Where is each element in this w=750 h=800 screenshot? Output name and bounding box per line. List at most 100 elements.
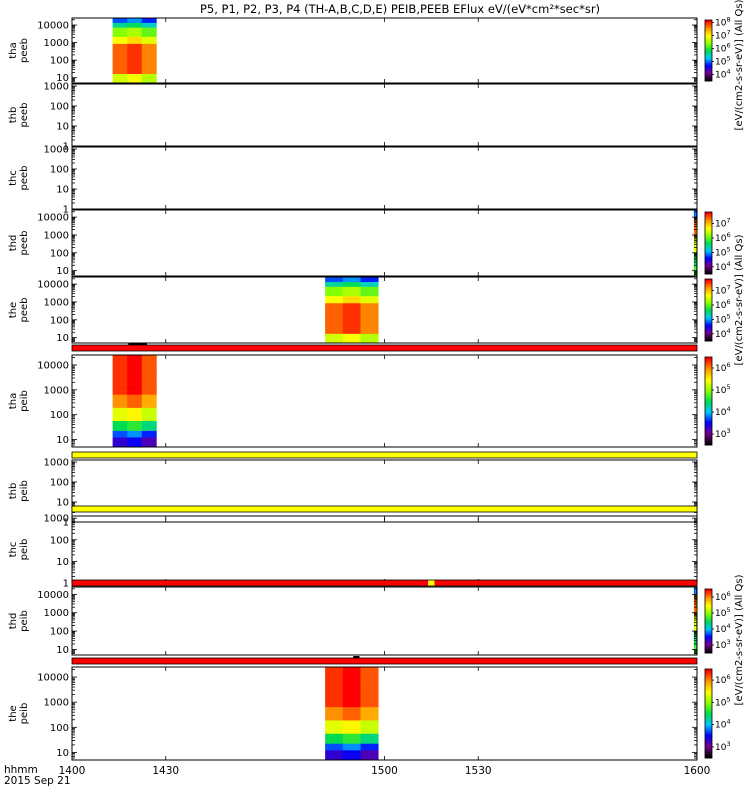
flag-frame bbox=[71, 451, 698, 459]
spectrogram-cell bbox=[325, 730, 344, 734]
spectrogram-cell bbox=[325, 324, 344, 327]
colorbar-cell bbox=[705, 270, 712, 273]
spectrogram-cell bbox=[360, 670, 379, 674]
spectrogram-cell bbox=[141, 371, 157, 376]
colorbar-cell bbox=[705, 643, 712, 646]
spectrogram-cell bbox=[360, 703, 379, 708]
spectrogram-cell bbox=[325, 328, 344, 332]
spectrogram-cell bbox=[127, 80, 143, 84]
spectrogram-cell bbox=[325, 746, 344, 751]
y-tick-label: 100 bbox=[50, 56, 69, 67]
spectrogram-cell bbox=[112, 410, 128, 415]
colorbar-tick-label: 105 bbox=[715, 312, 731, 325]
colorbar-cell bbox=[705, 702, 712, 705]
spectrogram-cell bbox=[127, 394, 143, 399]
colorbar-cell bbox=[705, 331, 712, 334]
colorbar-cell bbox=[705, 697, 712, 701]
spectrogram-cell bbox=[127, 361, 143, 366]
spectrogram-cell bbox=[342, 696, 361, 701]
colorbar-cell bbox=[705, 282, 712, 285]
spectrogram-cell bbox=[342, 324, 361, 327]
colorbar-cell bbox=[705, 45, 712, 48]
colorbar-cell bbox=[705, 253, 712, 256]
spectrogram-cell bbox=[141, 31, 157, 35]
y-label-probe: the bbox=[8, 302, 19, 318]
colorbar-cell bbox=[705, 30, 712, 33]
colorbar-cell bbox=[705, 742, 712, 746]
spectrogram-cell bbox=[112, 59, 128, 63]
y-tick-label: 10000 bbox=[37, 213, 69, 224]
colorbar-cell bbox=[705, 256, 712, 259]
spectrogram-cell bbox=[342, 753, 361, 757]
spectrogram-cell bbox=[141, 20, 157, 23]
spectrogram-cell bbox=[112, 358, 128, 362]
colorbar-cell bbox=[705, 387, 712, 391]
colorbar-cell bbox=[705, 407, 712, 411]
y-label-product: peib bbox=[19, 703, 30, 725]
colorbar-cell bbox=[705, 260, 712, 262]
colorbar-cell bbox=[705, 669, 712, 672]
y-tick-label: 100 bbox=[50, 478, 69, 489]
panel-thc-peib: 1000 100 10 1 thc peib bbox=[8, 505, 698, 590]
spectrogram-cell bbox=[325, 312, 344, 316]
colorbar-cell bbox=[705, 630, 712, 633]
y-label-product: peeb bbox=[19, 38, 30, 63]
colorbar-cell bbox=[705, 385, 712, 389]
spectrogram-cell bbox=[325, 710, 344, 714]
spectrogram-cell bbox=[141, 430, 157, 435]
colorbar-cell bbox=[705, 392, 712, 395]
spectrogram-cell bbox=[127, 64, 143, 68]
spectrogram-cell bbox=[360, 667, 379, 671]
spectrogram-cell bbox=[141, 24, 157, 28]
colorbar-cell bbox=[705, 706, 712, 710]
colorbar-cell bbox=[705, 292, 712, 295]
spectrogram-cell bbox=[127, 414, 143, 418]
spectrogram-cell bbox=[325, 284, 344, 287]
spectrogram-cell bbox=[694, 235, 697, 239]
colorbar-cell bbox=[705, 47, 712, 50]
panel-thc-peeb: 1000 100 10 1 thc peeb bbox=[8, 145, 698, 216]
spectrogram-cell bbox=[127, 73, 143, 77]
spectrogram-cell bbox=[112, 73, 128, 77]
colorbar-cell bbox=[705, 249, 712, 252]
spectrogram-cell bbox=[360, 743, 379, 748]
spectrogram-cell bbox=[325, 293, 344, 297]
colorbar-cell bbox=[705, 213, 712, 216]
colorbar-cell bbox=[705, 403, 712, 406]
colorbar-cell bbox=[705, 317, 712, 320]
spectrogram-cell bbox=[360, 710, 379, 714]
colorbar-cell bbox=[705, 603, 712, 606]
spectrogram-cell bbox=[360, 279, 379, 283]
spectrogram-cell bbox=[325, 740, 344, 744]
colorbar-cell bbox=[705, 735, 712, 739]
spectrogram-cell bbox=[325, 690, 344, 694]
spectrogram-cell bbox=[127, 38, 143, 42]
flag-frame bbox=[71, 579, 698, 587]
spectrogram-cell bbox=[694, 214, 697, 218]
panel-frame bbox=[71, 17, 698, 84]
spectrogram-cell bbox=[141, 384, 157, 389]
colorbar-cell bbox=[705, 682, 712, 685]
x-tick-label: 1600 bbox=[684, 765, 711, 777]
colorbar-cell bbox=[705, 646, 712, 649]
spectrogram-cell bbox=[360, 319, 379, 323]
spectrogram-cell bbox=[141, 374, 157, 379]
spectrogram-cell bbox=[342, 686, 361, 691]
spectrogram-cell bbox=[141, 397, 157, 402]
colorbar-cell bbox=[705, 64, 712, 67]
colorbar-cell bbox=[705, 322, 712, 325]
colorbar-cell bbox=[705, 311, 712, 314]
colorbar-cell bbox=[705, 629, 712, 631]
y-label-probe: the bbox=[8, 705, 19, 721]
colorbar-cell bbox=[705, 229, 712, 231]
spectrogram-cell bbox=[325, 673, 344, 678]
spectrogram-cell bbox=[694, 601, 697, 605]
spectrogram-cell bbox=[112, 414, 128, 418]
spectrogram-cell bbox=[127, 355, 143, 359]
y-tick-label: 10 bbox=[56, 435, 69, 446]
flag-segment bbox=[428, 580, 435, 586]
colorbar-cell bbox=[705, 625, 712, 628]
spectrogram-cell bbox=[112, 80, 128, 84]
